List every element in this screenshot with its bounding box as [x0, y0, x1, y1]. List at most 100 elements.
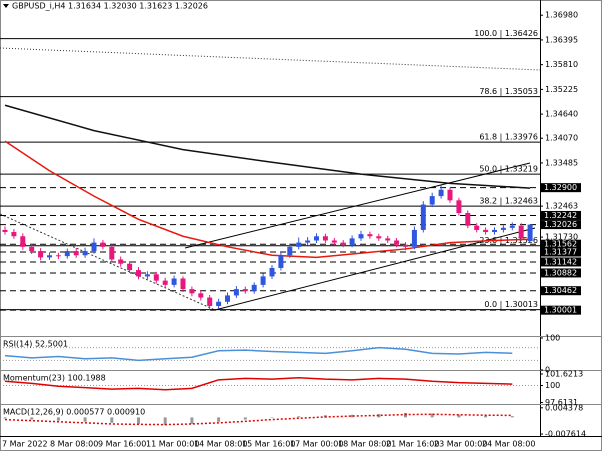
candle-body — [73, 251, 79, 256]
level-box — [541, 220, 581, 230]
chart-title: GBPUSD_i,H4 1.31634 1.32030 1.31623 1.32… — [12, 2, 208, 11]
candle-body — [20, 236, 26, 247]
candle-body — [171, 278, 177, 285]
candle-body — [242, 289, 248, 292]
x-tick-label: 9 Mar 16:00 — [98, 440, 146, 449]
y-tick-label: 1.33485 — [545, 158, 578, 167]
candle-body — [225, 295, 230, 302]
y-tick-label: 1.35225 — [545, 85, 578, 94]
macd-bar — [30, 417, 34, 420]
candle-body — [207, 297, 213, 306]
candle-body — [456, 200, 462, 214]
y-tick-label: 97.6131 — [545, 398, 578, 407]
macd-bar — [297, 416, 301, 418]
macd-bar — [56, 417, 60, 421]
candle-body — [91, 242, 97, 252]
indicator-title: MACD(12,26,9) 0.000577 0.000910 — [3, 408, 145, 417]
level-label: 1.32026 — [544, 220, 577, 229]
y-tick-label: 0.004378 — [545, 403, 583, 412]
candle-body — [296, 242, 302, 247]
macd-bar — [137, 417, 140, 424]
candle-body — [100, 242, 106, 247]
candle-body — [509, 225, 515, 228]
level-label: 1.31562 — [544, 240, 577, 249]
y-tick-label: 1.34640 — [545, 110, 578, 119]
candle-body — [376, 236, 382, 239]
x-tick-label: 8 Mar 08:00 — [50, 440, 98, 449]
candle-body — [136, 270, 141, 277]
macd-bar — [270, 417, 274, 418]
x-tick-label: 11 Mar 00:00 — [146, 440, 199, 449]
candle-body — [287, 246, 293, 256]
candle-body — [162, 280, 168, 285]
fib-label: 61.8 | 1.33976 — [479, 133, 538, 142]
candle-body — [394, 240, 400, 245]
level-label: 1.32242 — [544, 211, 577, 220]
y-tick-label: 1.34070 — [545, 134, 578, 143]
indicator-title: Momentum(23) 100.1988 — [3, 374, 106, 383]
candle-body — [189, 289, 195, 294]
candle-body — [314, 236, 319, 241]
candle-body — [269, 267, 275, 277]
y-tick-label: 1.31730 — [545, 233, 578, 242]
candle-body — [2, 229, 8, 233]
x-tick-label: 14 Mar 08:00 — [194, 440, 247, 449]
candle-body — [349, 238, 355, 245]
level-box — [541, 268, 581, 278]
y-tick-label: 1.35810 — [545, 60, 578, 69]
candle-body — [64, 251, 70, 257]
moving-average — [4, 140, 531, 259]
macd-bar — [377, 414, 381, 418]
indicator-title: RSI(14) 52.5001 — [3, 340, 68, 349]
candle-body — [216, 301, 222, 306]
candle-body — [429, 196, 435, 205]
macd-bar — [190, 417, 194, 424]
candle-body — [527, 224, 533, 242]
moving-average — [4, 104, 531, 189]
candle-body — [331, 240, 337, 243]
candle-body — [492, 229, 497, 233]
level-label: 1.31377 — [544, 248, 577, 257]
candle-body — [500, 227, 506, 230]
candle-body — [403, 244, 408, 247]
y-tick-label: -0.007614 — [545, 430, 586, 439]
candle-body — [233, 289, 239, 296]
macd-bar — [3, 417, 7, 419]
x-tick-label: 17 Mar 00:00 — [290, 440, 343, 449]
y-tick-label: 100 — [545, 334, 560, 343]
x-tick-label: 15 Mar 16:00 — [242, 440, 295, 449]
channel-line — [184, 162, 531, 249]
macd-bar — [350, 414, 354, 418]
level-label: 1.31142 — [544, 257, 577, 266]
fib-label: 78.6 | 1.35053 — [479, 87, 538, 96]
candle-body — [260, 276, 266, 285]
y-tick-label: 101.6213 — [545, 369, 583, 378]
candle-body — [340, 242, 346, 245]
candle-body — [29, 246, 35, 252]
level-box — [541, 257, 581, 267]
indicator-line — [4, 376, 513, 391]
macd-bar — [83, 417, 87, 422]
macd-bar — [163, 417, 167, 426]
candle-body — [251, 284, 257, 292]
level-box — [541, 305, 581, 315]
candle-body — [82, 251, 88, 256]
level-box — [541, 247, 581, 257]
macd-signal — [4, 413, 513, 426]
candle-body — [483, 229, 489, 233]
candle-body — [109, 246, 115, 260]
level-box — [541, 239, 581, 249]
candle-body — [447, 189, 453, 201]
candle-body — [180, 278, 186, 290]
macd-bar — [484, 415, 488, 418]
candle-body — [198, 293, 204, 298]
candle-body — [411, 229, 417, 247]
level-label: 1.30001 — [544, 306, 577, 315]
candle-body — [438, 189, 444, 197]
level-label: 1.30882 — [544, 268, 577, 277]
candle-body — [55, 255, 61, 257]
candle-body — [47, 255, 52, 258]
level-label: 1.30462 — [544, 286, 577, 295]
